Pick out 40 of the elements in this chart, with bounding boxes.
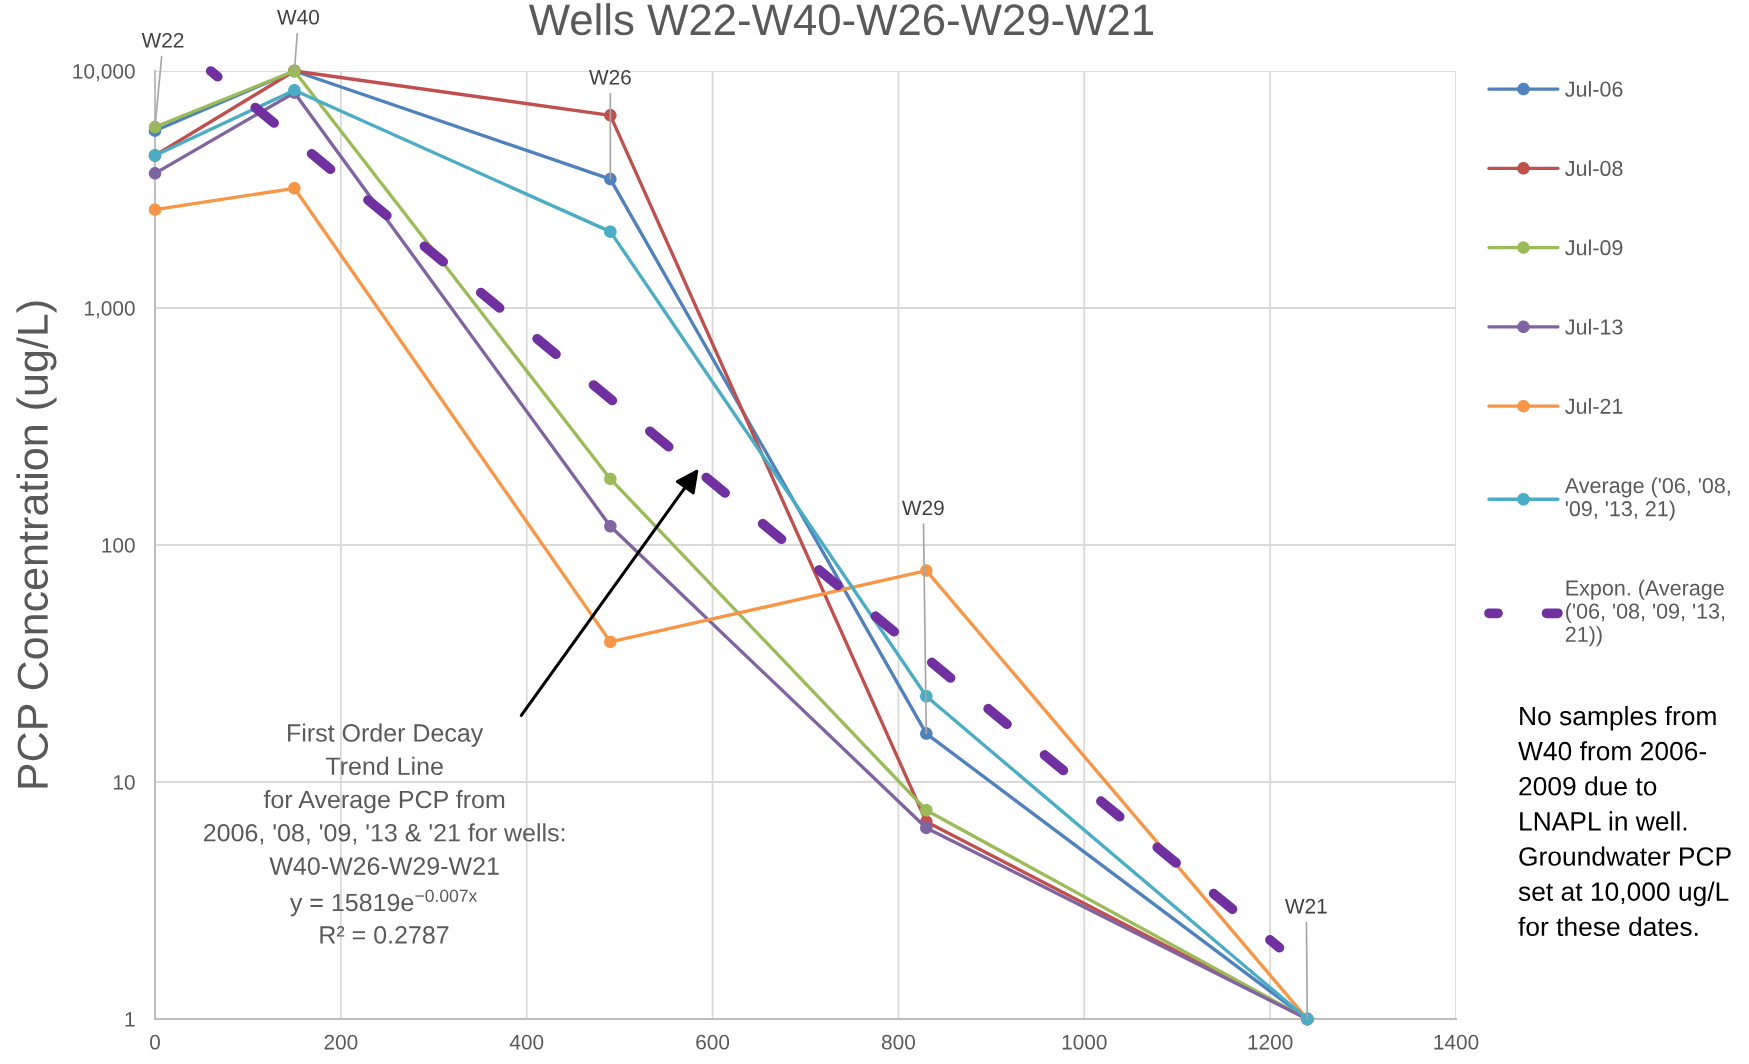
point [604,172,617,186]
annotation: W29 [901,500,944,516]
x-tick-label: 800 [881,1034,915,1050]
x-tick-label: 600 [696,1034,730,1050]
legend-label: Jul-21 [1565,398,1623,414]
legend-label: Jul-08 [1565,160,1623,177]
chart-title: Wells W22-W40-W26-W29-W21 [528,3,1153,36]
point [148,203,162,216]
legend-label: Expon. (Average ('06, '08, '09, '13, 21)) [1565,579,1725,647]
y-tick-label: 100 [102,538,135,553]
x-tick-label: 1000 [1062,1034,1107,1050]
y-tick-label: 1,000 [85,301,135,319]
point [148,167,162,180]
annotation: W40 [277,9,319,25]
y-tick-label: 10,000 [73,64,135,82]
y-tick-label: 1 [125,1012,135,1027]
point [604,519,617,533]
annotation: y = 15819e$^{−0.007x}$ [289,889,478,917]
annotation: W22 [141,32,184,48]
legend-label: Jul-06 [1565,81,1623,97]
legend-label: Jul-09 [1565,239,1623,256]
annotation: R² = 0.2787 [320,926,449,944]
annotation: W26 [589,69,631,85]
point [920,804,933,817]
point [604,635,617,649]
x-tick-label: 1200 [1248,1034,1293,1050]
point [920,821,933,835]
legend-label: Average ('06, '08, '09, '13, 21) [1564,477,1730,521]
y-tick-label: 10 [113,775,135,790]
x-tick-label: 0 [150,1034,160,1050]
annotation: W21 [1284,898,1327,914]
x-tick-label: 400 [509,1034,544,1050]
legend-label: Jul-13 [1565,318,1623,335]
point [604,225,617,238]
point [288,182,301,195]
x-tick-label: 1400 [1434,1034,1479,1050]
point [604,472,617,486]
x-tick-label: 200 [324,1034,358,1050]
text: No samples from W40 from 2006-2009 due to LNAPL in well. Groundwater PCP set at 10,000 ug/L for these dates. [1518,706,1731,937]
y-axis-title: PCP Concentration (ug/L) [16,301,57,788]
